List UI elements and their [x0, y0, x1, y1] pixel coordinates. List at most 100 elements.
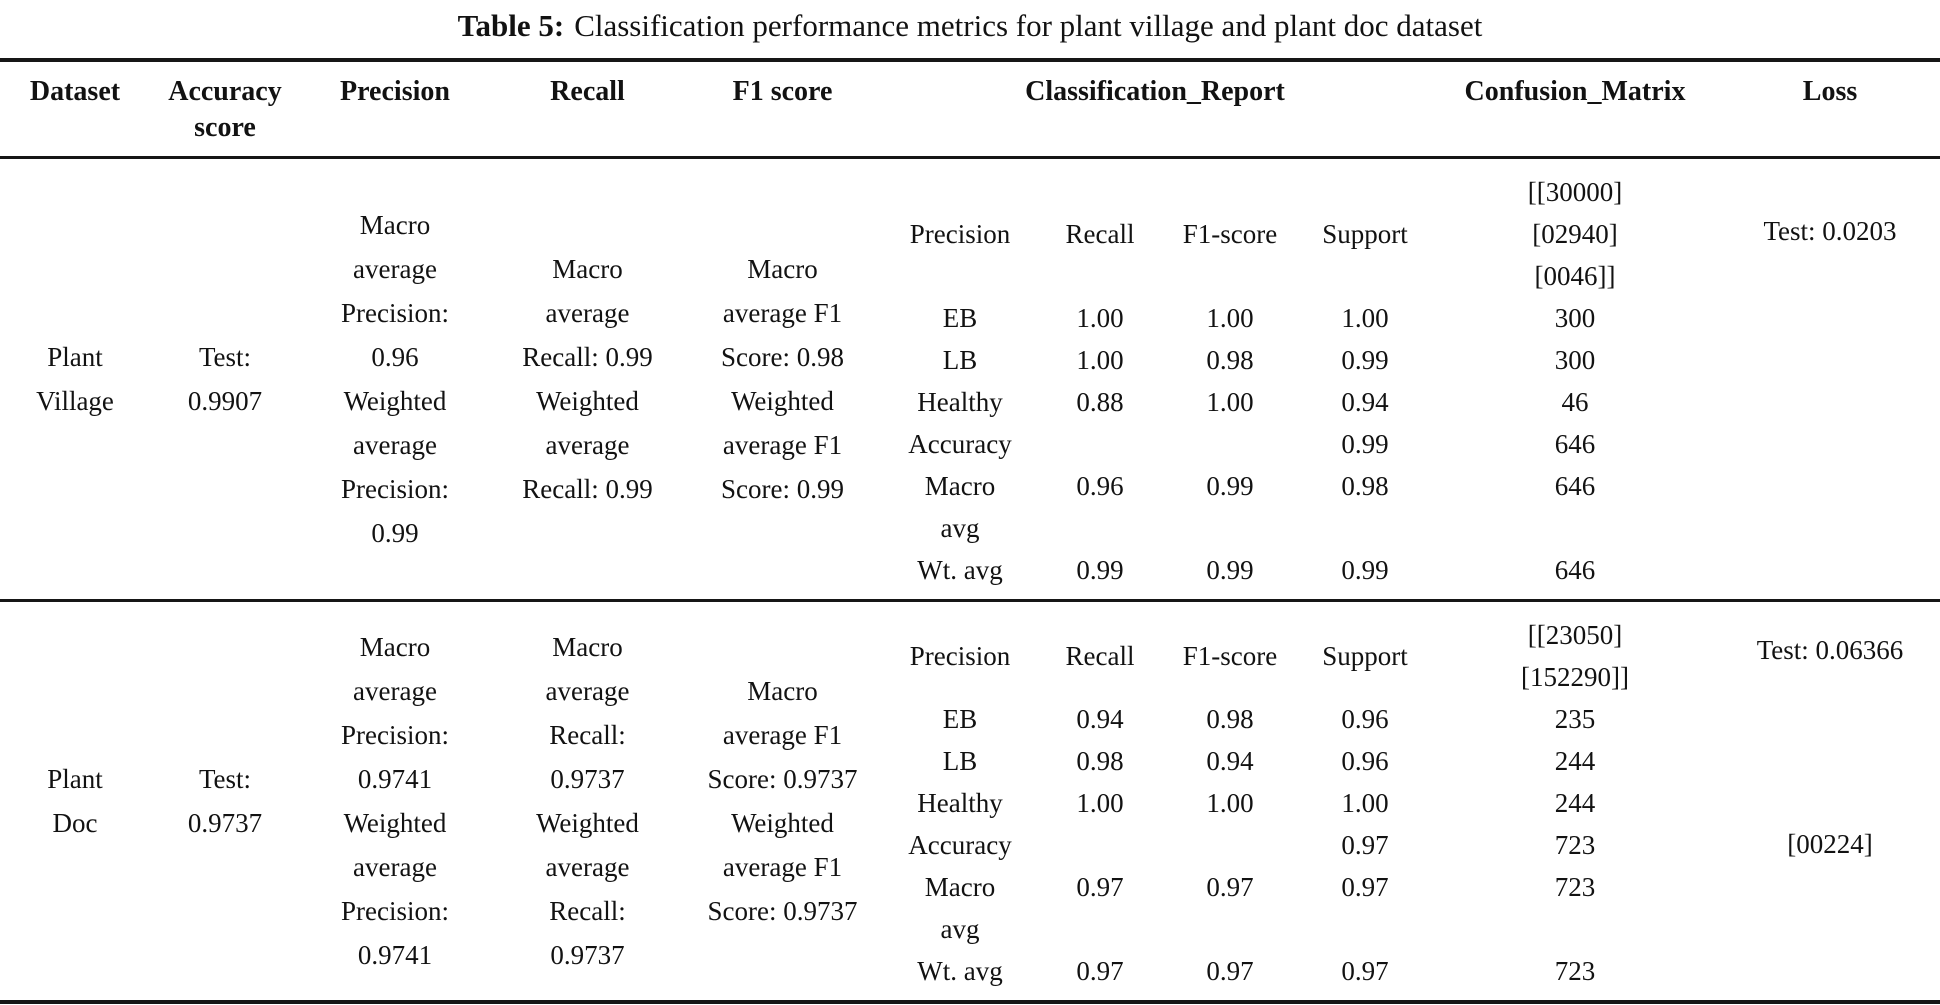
text-line: average	[353, 852, 437, 882]
loss-cell: Test: 0.06366 [00224]	[1720, 600, 1940, 1004]
report-metric-value: 0.98	[1341, 471, 1389, 501]
confusion-matrix-line: [[30000]	[1527, 177, 1623, 207]
text-line: 0.9737	[550, 764, 625, 794]
report-metric-value: 0.98	[1206, 345, 1254, 375]
report-metric-value: 0.96	[1341, 704, 1389, 734]
report-class-label: Healthy	[917, 387, 1003, 417]
metrics-table: Dataset Accuracy score Precision Recall …	[0, 58, 1940, 1004]
report-class-label: EB	[942, 704, 978, 734]
text-line: Macro	[359, 632, 431, 662]
text-line: 0.9737	[550, 940, 625, 970]
report-metric-value: 0.99	[1206, 555, 1254, 585]
text-line: average F1	[722, 852, 843, 882]
report-metric-value: 1.00	[1076, 788, 1124, 818]
report-metric-value: 0.94	[1341, 387, 1389, 417]
text-line: average	[545, 298, 630, 328]
support-count-value: 723	[1554, 830, 1596, 860]
text-line: Precision:	[341, 298, 449, 328]
report-metric-value: 1.00	[1206, 303, 1254, 333]
report-class-label: LB	[942, 345, 978, 375]
report-metric-value: 0.94	[1076, 704, 1124, 734]
table-row-plant-village: Plant Village Test: 0.9907 Macro average Pre…	[0, 157, 1940, 602]
report-metric-value: 0.97	[1341, 956, 1389, 986]
loss-cell: Test: 0.0203	[1720, 157, 1940, 602]
support-count-value: 646	[1554, 555, 1596, 585]
support-count-value: 46	[1561, 387, 1589, 417]
text-line: average	[545, 676, 630, 706]
text-line: average	[353, 254, 437, 284]
report-metric-value: 1.00	[1206, 387, 1254, 417]
report-metric-value: 0.98	[1076, 746, 1124, 776]
accuracy-score-cell: Test: 0.9907	[150, 157, 300, 602]
support-count-value: 723	[1554, 872, 1596, 902]
confusion-matrix-line: [0046]]	[1534, 261, 1616, 291]
text-line: Test:	[198, 764, 252, 794]
text-line: average	[353, 676, 437, 706]
text-line: Weighted	[536, 386, 639, 416]
text-line: Weighted	[343, 808, 447, 838]
report-class-label: Wt. avg	[917, 555, 1003, 585]
report-metric-value: 1.00	[1206, 788, 1254, 818]
text-line: 0.99	[371, 518, 419, 548]
column-header-dataset: Dataset	[0, 58, 150, 159]
text-line: Score: 0.9737	[707, 764, 858, 794]
text-line: Village	[36, 386, 114, 416]
recall-cell: Macro average Recall: 0.9737 Weighted average…	[490, 600, 685, 1004]
report-subheader-cell: Recall	[1065, 219, 1135, 249]
text-line: Score: 0.99	[721, 474, 844, 504]
support-count-value: 723	[1554, 956, 1596, 986]
report-class-label: LB	[942, 746, 978, 776]
support-count-value: 300	[1554, 303, 1596, 333]
precision-cell: Macro average Precision: 0.9741 Weighted aver…	[300, 600, 490, 1004]
report-class-label: EB	[942, 303, 978, 333]
text-line: Macro	[747, 676, 818, 706]
text-line: Weighted	[731, 386, 834, 416]
text-line: average	[545, 852, 630, 882]
text-line: Doc	[52, 808, 98, 838]
text-line: Weighted	[731, 808, 834, 838]
text-line: Precision:	[341, 896, 449, 926]
report-metric-value: 0.97	[1206, 872, 1254, 902]
column-header-confusion-matrix: Confusion_Matrix	[1430, 58, 1720, 159]
text-line: Test:	[198, 342, 252, 372]
text-line: 0.9907	[187, 386, 263, 416]
confusion-matrix-line: [02940]	[1532, 219, 1618, 249]
report-subheader-cell: Precision	[909, 219, 1011, 249]
support-count-value: 244	[1554, 788, 1596, 818]
report-class-label: Macro avg	[924, 471, 996, 543]
text-line: Plant	[47, 342, 103, 372]
support-count-value: 235	[1554, 704, 1596, 734]
text-line: Precision:	[341, 720, 449, 750]
report-class-label: Healthy	[917, 788, 1003, 818]
text-line: average	[353, 430, 437, 460]
support-count-value: 646	[1554, 429, 1596, 459]
classification-report-grid: Precision Recall F1-score Support [[23050] [1…	[880, 614, 1720, 992]
text-line: average F1	[722, 298, 843, 328]
report-class-label: Accuracy	[908, 429, 1012, 459]
text-line: Weighted	[343, 386, 447, 416]
text-line: average	[545, 430, 630, 460]
report-subheader-cell: Precision	[909, 641, 1011, 671]
text-line: Recall: 0.99	[522, 474, 653, 504]
report-class-label: Macro avg	[924, 872, 996, 944]
report-metric-value: 1.00	[1076, 345, 1124, 375]
report-metric-value: 0.97	[1076, 956, 1124, 986]
confusion-matrix-line: [[23050]	[1527, 620, 1623, 650]
report-metric-value: 0.97	[1341, 830, 1389, 860]
column-header-classification-report: Classification_Report	[880, 58, 1430, 159]
report-metric-value: 0.96	[1341, 746, 1389, 776]
report-metric-value: 1.00	[1341, 303, 1389, 333]
report-metric-value: 0.96	[1076, 471, 1124, 501]
text-line: Weighted	[536, 808, 639, 838]
report-class-label: Accuracy	[908, 830, 1012, 860]
accuracy-score-cell: Test: 0.9737	[150, 600, 300, 1004]
header-row: Dataset Accuracy score Precision Recall …	[0, 58, 1940, 159]
classification-report-and-confusion-matrix-cell: Precision Recall F1-score Support [[30000] [0…	[880, 157, 1720, 602]
report-metric-value: 0.88	[1076, 387, 1124, 417]
confusion-matrix-values: [[23050] [152290]]	[1430, 614, 1720, 698]
f1-score-cell: Macro average F1 Score: 0.98 Weighted averag…	[685, 157, 880, 602]
report-metric-value: 0.97	[1076, 872, 1124, 902]
report-metric-value: 1.00	[1076, 303, 1124, 333]
report-subheader-cell: Support	[1322, 219, 1408, 249]
column-header-f1-score: F1 score	[685, 58, 880, 159]
